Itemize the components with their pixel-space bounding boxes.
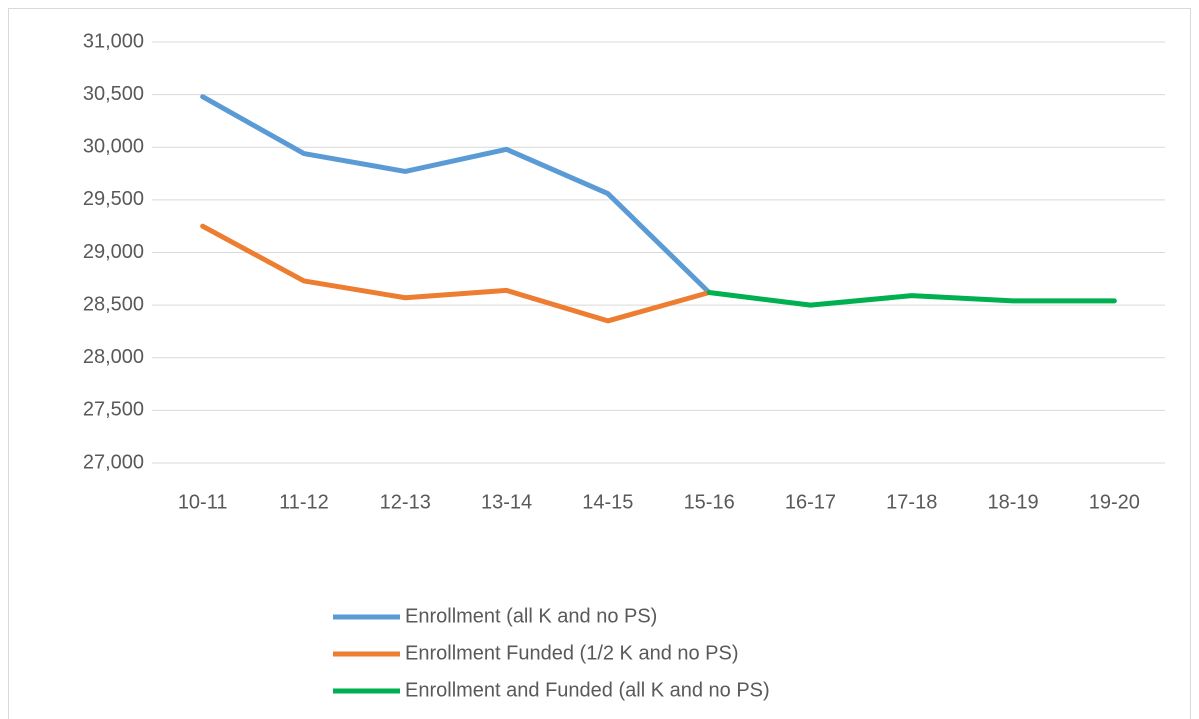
x-tick-label: 11-12 (279, 491, 329, 513)
x-tick-label: 19-20 (1089, 491, 1140, 513)
x-tick-label: 12-13 (380, 491, 431, 513)
x-tick-label: 16-17 (785, 491, 836, 513)
x-tick-label: 13-14 (481, 491, 532, 513)
y-tick-label: 27,000 (83, 451, 144, 473)
y-tick-label: 30,000 (83, 136, 144, 158)
legend-label: Enrollment Funded (1/2 K and no PS) (405, 642, 739, 664)
y-tick-label: 29,000 (83, 241, 144, 263)
y-tick-label: 31,000 (83, 30, 144, 52)
y-tick-label: 30,500 (83, 83, 144, 105)
y-tick-label: 27,500 (83, 399, 144, 421)
x-tick-label: 17-18 (886, 491, 937, 513)
x-tick-label: 10-11 (178, 491, 228, 513)
y-tick-label: 29,500 (83, 188, 144, 210)
x-tick-label: 14-15 (582, 491, 633, 513)
series-line (200, 94, 712, 295)
legend-label: Enrollment and Funded (all K and no PS) (405, 679, 770, 701)
legend-label: Enrollment (all K and no PS) (405, 605, 657, 627)
series-line (706, 289, 1117, 308)
x-tick-label: 18-19 (987, 491, 1038, 513)
y-tick-label: 28,500 (83, 293, 144, 315)
chart-border (8, 8, 1191, 719)
series-line (200, 223, 712, 324)
x-tick-label: 15-16 (684, 491, 735, 513)
y-tick-label: 28,000 (83, 346, 144, 368)
